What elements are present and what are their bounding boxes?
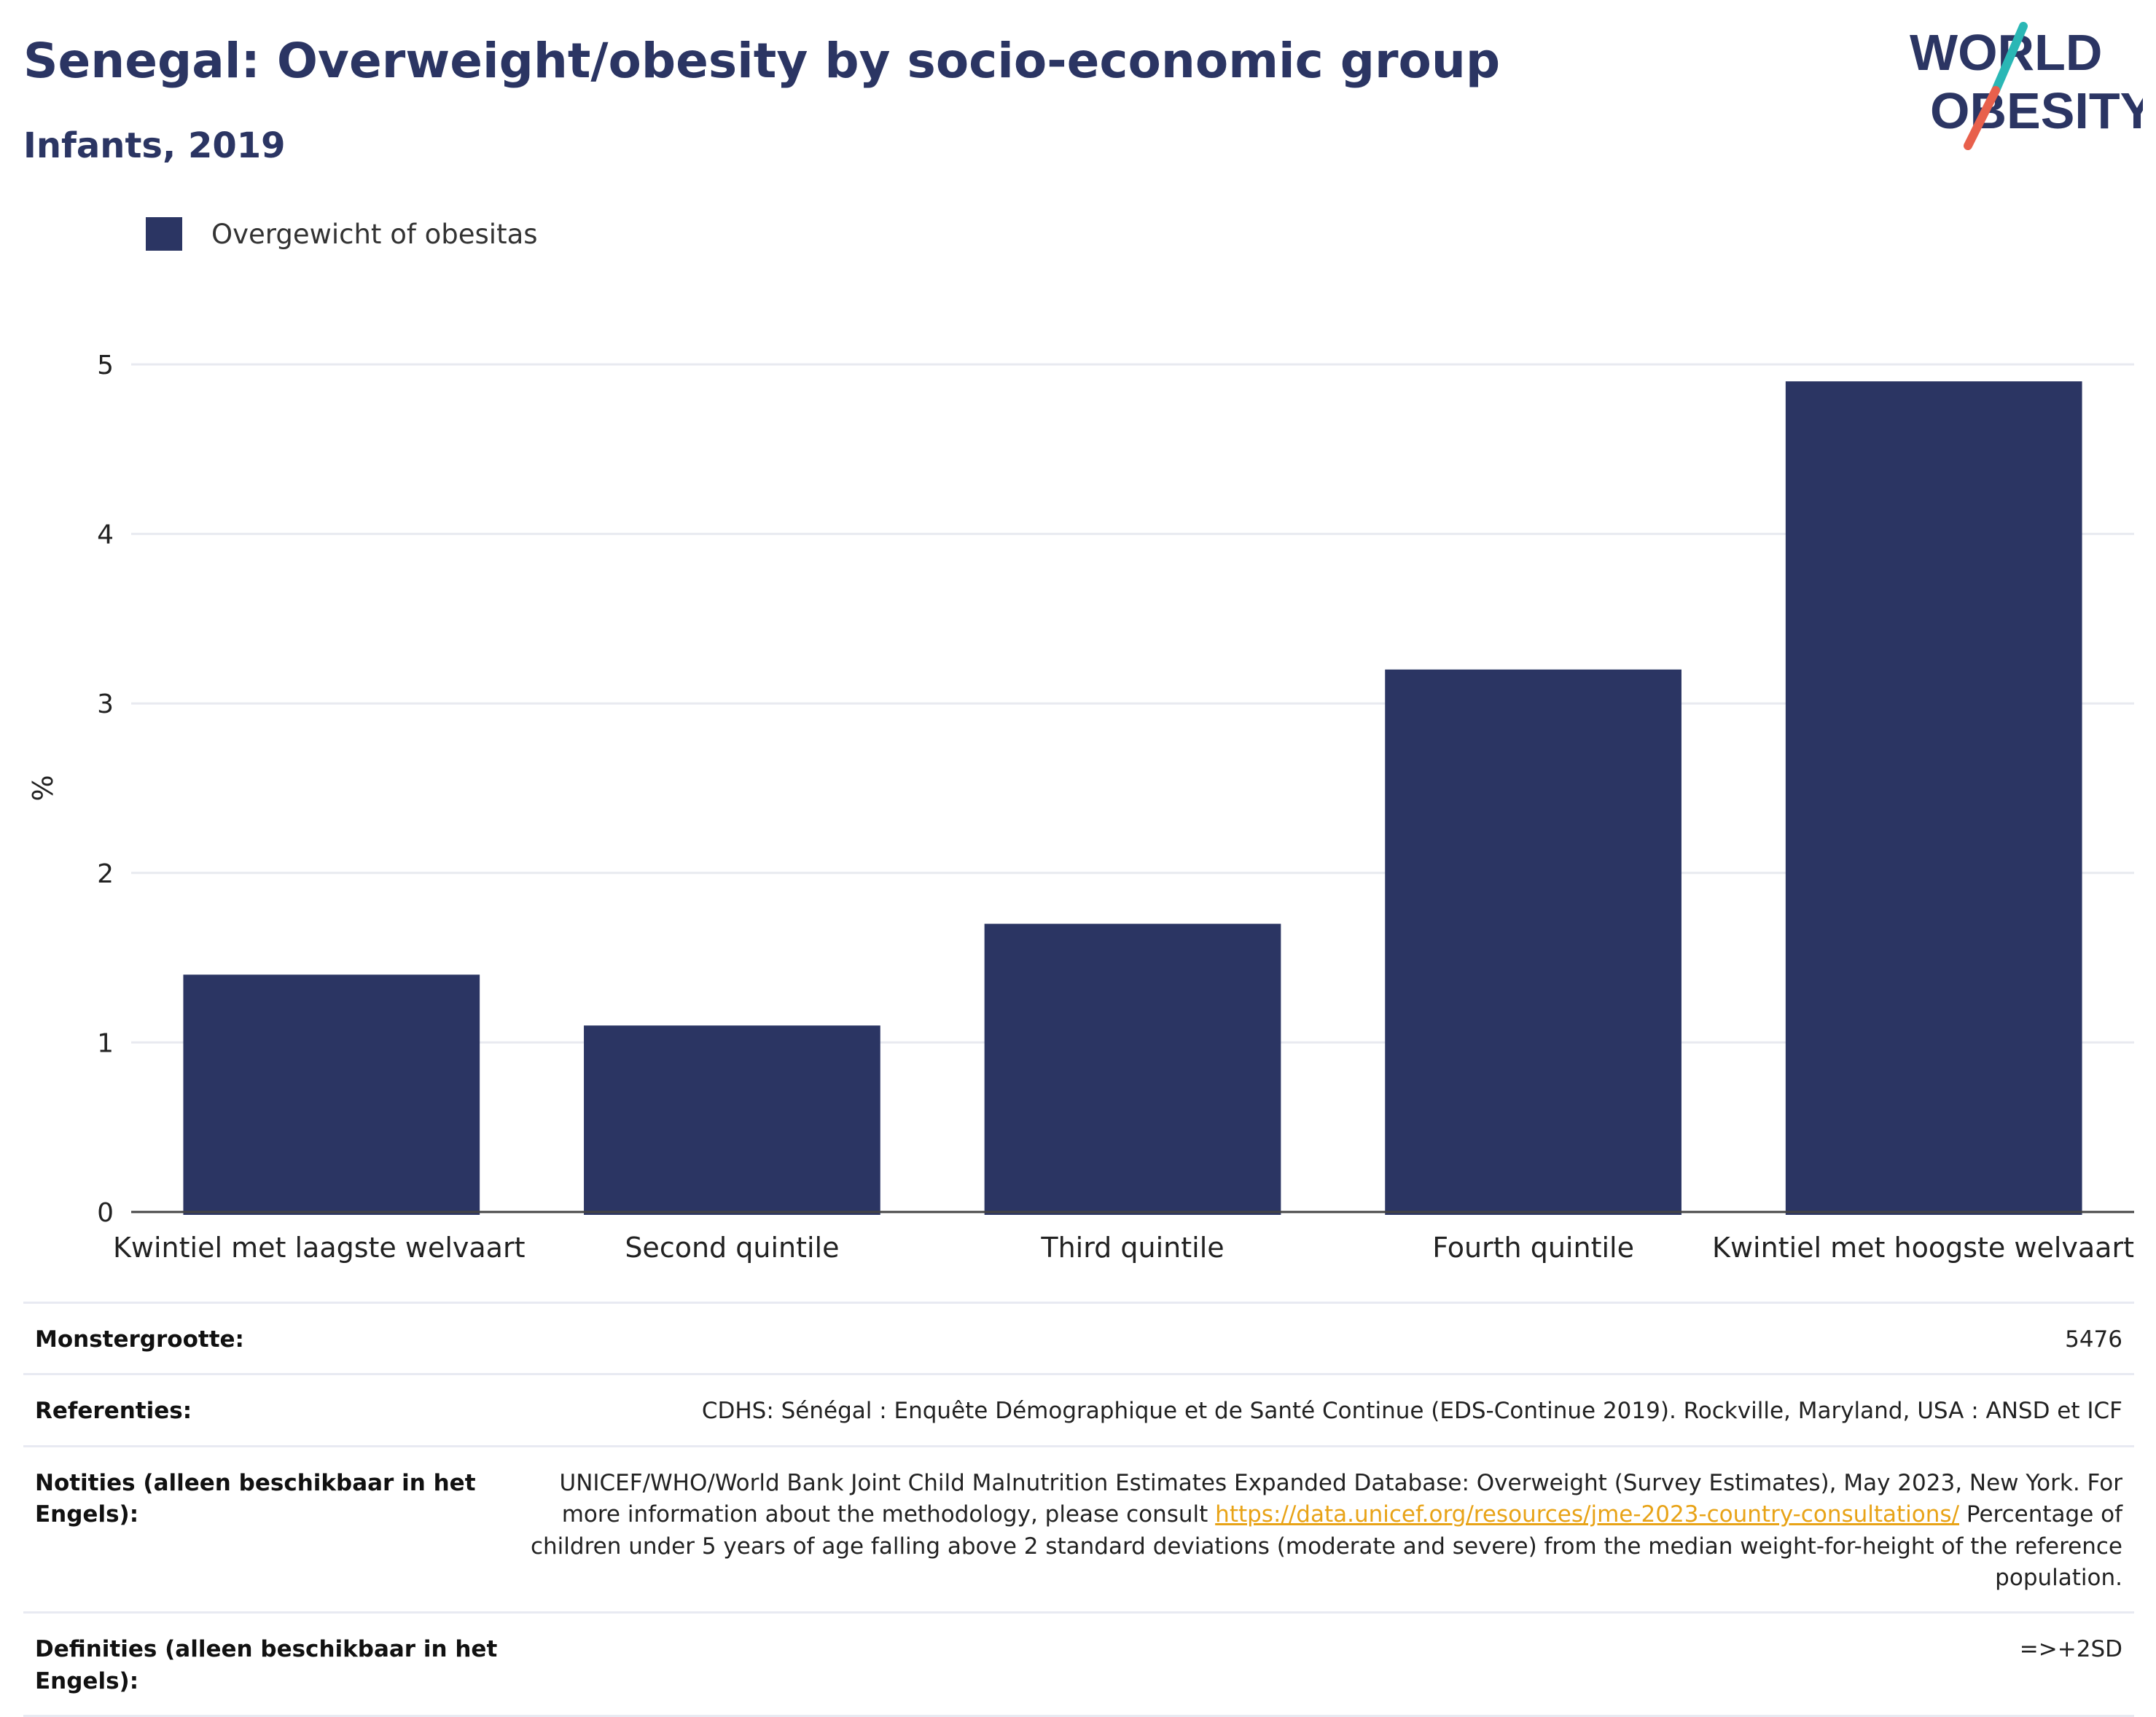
meta-value-sample-size: 5476	[2065, 1326, 2122, 1353]
y-tick-label: 2	[97, 859, 114, 889]
legend-swatch	[146, 217, 182, 251]
meta-row-sample-size: Monstergrootte: 5476	[23, 1302, 2134, 1373]
meta-key-sample-size: Monstergrootte:	[35, 1326, 244, 1353]
bar	[183, 974, 480, 1215]
y-axis-label: %	[27, 775, 59, 801]
chart-title: Senegal: Overweight/obesity by socio-eco…	[23, 33, 1501, 89]
bar	[1385, 669, 1682, 1215]
legend-label: Overgewicht of obesitas	[211, 218, 538, 250]
methodology-link[interactable]: https://data.unicef.org/resources/jme-20…	[1215, 1501, 1960, 1528]
y-tick-label: 4	[97, 520, 114, 550]
meta-row-definitions: Definities (alleen beschikbaar in het En…	[23, 1611, 2134, 1717]
meta-value-notes: UNICEF/WHO/World Bank Joint Child Malnut…	[519, 1468, 2122, 1595]
meta-key-notes: Notities (alleen beschikbaar in het Enge…	[35, 1469, 476, 1528]
bar	[1785, 381, 2082, 1215]
bar	[984, 923, 1281, 1215]
x-tick-label: Third quintile	[1040, 1232, 1224, 1264]
world-obesity-logo: WORLD OBESITY	[1910, 22, 2143, 150]
notes-text-continued: Percentage of children under 5 years of …	[530, 1501, 2122, 1591]
x-tick-label: Second quintile	[625, 1232, 839, 1264]
meta-value-references: CDHS: Sénégal : Enquête Démographique et…	[701, 1398, 2122, 1425]
notes-text: UNICEF/WHO/World Bank Joint Child Malnut…	[559, 1469, 2123, 1528]
y-tick-label: 3	[97, 689, 114, 719]
logo-slash-coral	[1964, 86, 2000, 150]
x-tick-label: Kwintiel met laagste welvaart	[113, 1232, 526, 1264]
logo-text-obesity: OBESITY	[1930, 82, 2143, 139]
x-tick-label: Fourth quintile	[1432, 1232, 1634, 1264]
meta-row-notes: Notities (alleen beschikbaar in het Enge…	[23, 1444, 2134, 1612]
y-tick-label: 5	[97, 351, 114, 380]
metadata-table: Monstergrootte: 5476 Referenties: CDHS: …	[23, 1302, 2134, 1717]
logo-slash-teal	[1991, 22, 2028, 95]
x-tick-label: Kwintiel met hoogste welvaart	[1712, 1232, 2134, 1264]
meta-row-references: Referenties: CDHS: Sénégal : Enquête Dém…	[23, 1373, 2134, 1444]
bar	[584, 1025, 880, 1215]
meta-value-definitions: =>+2SD	[2019, 1636, 2122, 1663]
chart-legend[interactable]: Overgewicht of obesitas	[146, 217, 538, 251]
y-tick-label: 1	[97, 1028, 114, 1058]
y-tick-label: 0	[97, 1198, 114, 1228]
chart-subtitle: Infants, 2019	[23, 125, 286, 166]
meta-key-references: Referenties:	[35, 1398, 192, 1425]
meta-key-definitions: Definities (alleen beschikbaar in het En…	[35, 1636, 498, 1694]
bar-chart: 0 1 2 3 4 5 Kwintiel met laagste welvaart Secon…	[27, 351, 2134, 1264]
